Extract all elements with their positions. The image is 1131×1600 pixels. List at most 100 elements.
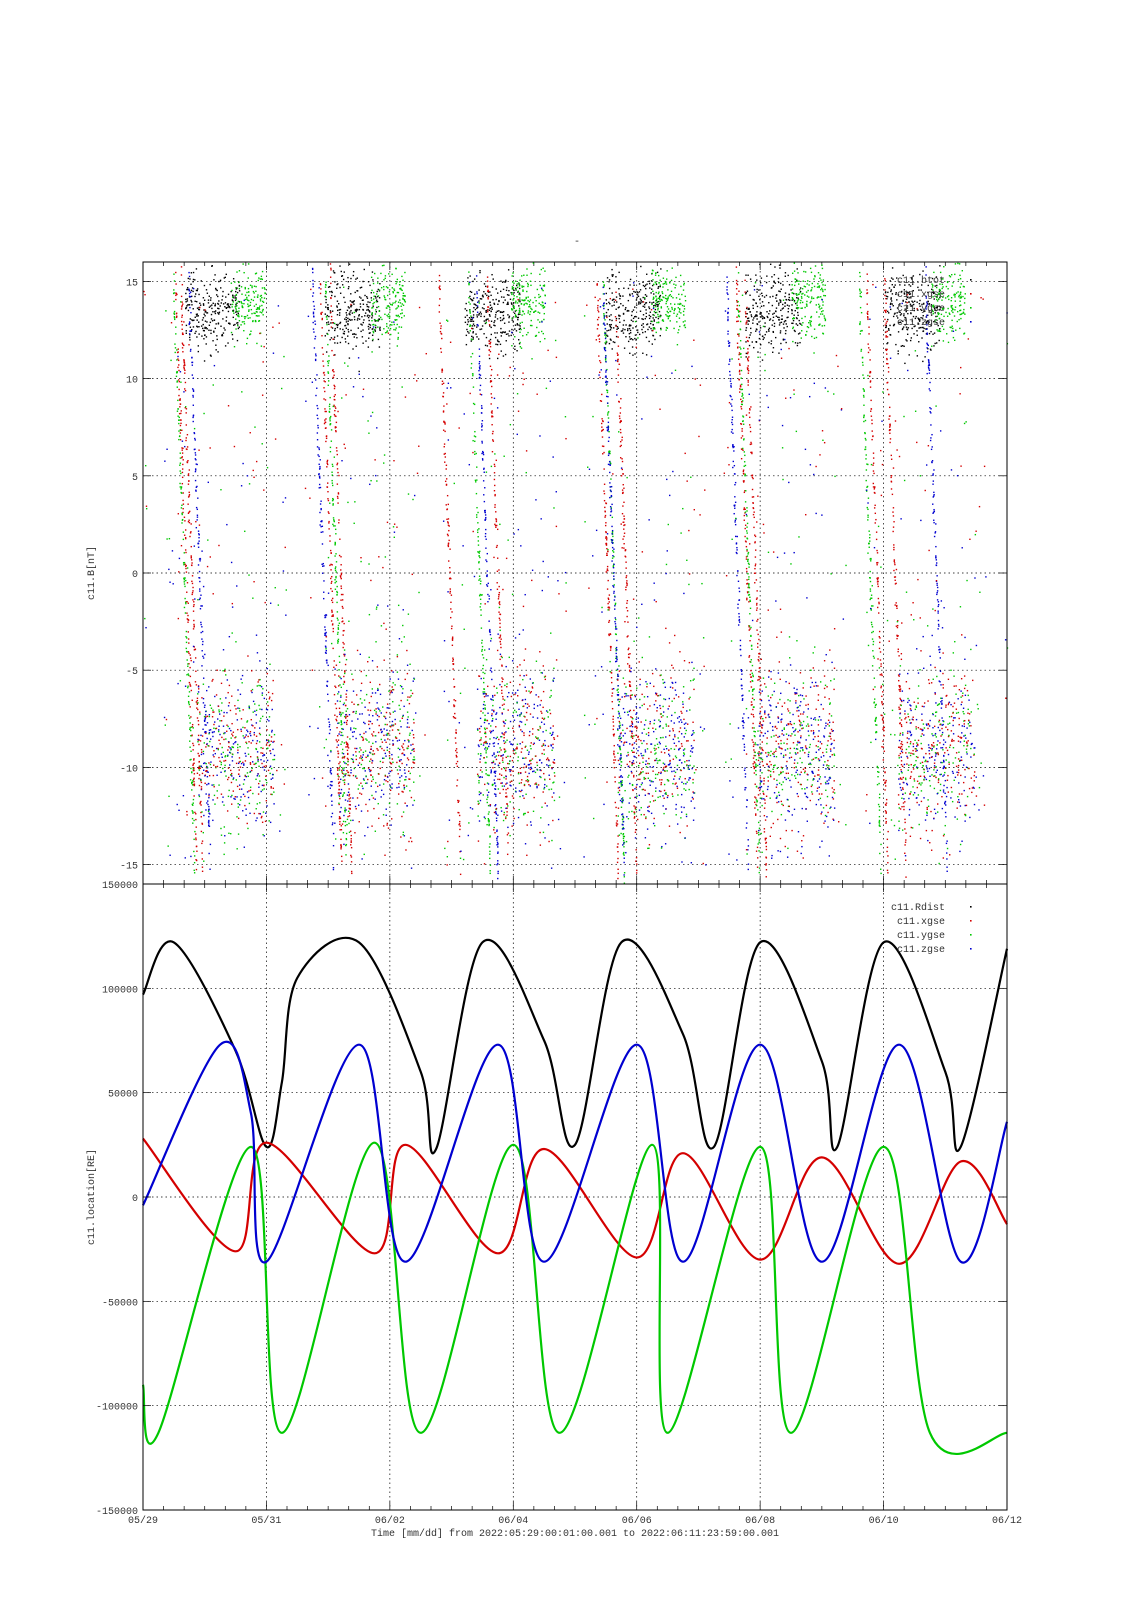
btot-point (213, 750, 215, 752)
btot-point (331, 780, 333, 783)
btot-point (504, 353, 507, 356)
btot-point (189, 683, 191, 686)
btot-point (493, 742, 496, 744)
btot-point (396, 315, 398, 317)
figure-title: - (574, 237, 580, 248)
btot-point (265, 739, 268, 742)
btot-point (512, 727, 514, 729)
btot-point (268, 739, 270, 742)
btot-point (330, 552, 332, 554)
btot-point (499, 622, 501, 625)
btot-point (523, 763, 526, 765)
btot-point (374, 330, 377, 332)
btot-point (527, 703, 529, 705)
btot-point (489, 343, 491, 345)
btot-point (511, 331, 513, 334)
btot-point (180, 308, 183, 310)
btot-point (213, 786, 215, 788)
btot-point (373, 298, 375, 300)
btot-point (542, 560, 544, 563)
btot-point (357, 764, 360, 766)
btot-point (196, 313, 199, 315)
btot-point (175, 298, 177, 301)
btot-point (377, 802, 379, 805)
btot-point (387, 332, 390, 334)
btot-point (483, 719, 486, 721)
btot-point (481, 325, 484, 327)
btot-point (355, 737, 357, 740)
btot-point (501, 689, 503, 692)
btot-point (250, 330, 252, 332)
btot-point (206, 722, 209, 724)
btot-point (363, 268, 365, 271)
btot-point (495, 546, 498, 549)
btot-point (366, 305, 369, 308)
btot-point (200, 800, 202, 803)
btot-point (336, 326, 339, 329)
btot-point (415, 712, 417, 714)
btot-point (330, 784, 333, 787)
btot-point (360, 763, 363, 766)
btot-point (217, 351, 219, 353)
btot-point (242, 783, 245, 785)
btot-point (231, 606, 234, 608)
btot-point (367, 314, 369, 316)
btot-point (485, 471, 488, 473)
btot-point (495, 712, 498, 714)
btot-point (263, 765, 266, 768)
btot-point (340, 720, 342, 722)
btot-point (254, 710, 256, 712)
btot-point (511, 309, 514, 311)
btot-point (195, 818, 197, 821)
btot-point (343, 271, 345, 273)
btot-point (551, 733, 554, 735)
btot-point (332, 525, 335, 527)
btot-point (193, 319, 195, 321)
btot-point (482, 451, 484, 454)
btot-point (453, 685, 456, 688)
btot-point (177, 617, 180, 620)
btot-point (484, 487, 486, 489)
btot-point (516, 323, 519, 325)
btot-point (232, 753, 234, 756)
btot-point (327, 700, 330, 702)
btot-point (323, 387, 325, 389)
btot-point (392, 302, 394, 304)
btot-point (332, 376, 334, 379)
btot-point (215, 344, 217, 346)
btot-point (380, 625, 383, 627)
btot-point (356, 797, 359, 799)
btot-point (199, 767, 201, 769)
btot-point (343, 622, 345, 625)
btot-point (330, 795, 332, 797)
btot-point (368, 328, 370, 330)
btot-point (368, 563, 370, 565)
btot-point (485, 773, 487, 775)
btot-point (328, 405, 331, 408)
btot-point (335, 415, 337, 418)
btot-point (424, 734, 426, 736)
btot-point (477, 551, 479, 553)
btot-point (241, 391, 243, 393)
btot-point (264, 601, 266, 604)
btot-point (479, 367, 481, 370)
btot-point (183, 606, 186, 609)
btot-point (503, 703, 505, 705)
btot-point (505, 333, 508, 335)
btot-point (240, 730, 243, 732)
btot-point (199, 802, 201, 805)
btot-point (334, 569, 337, 571)
btot-point (500, 327, 502, 330)
btot-point (208, 812, 210, 814)
btot-point (216, 765, 219, 768)
btot-point (234, 281, 236, 283)
btot-point (182, 447, 184, 450)
btot-point (553, 737, 555, 739)
btot-point (330, 326, 333, 328)
btot-point (458, 823, 460, 826)
btot-point (246, 314, 249, 317)
btot-point (385, 808, 387, 810)
btot-point (350, 841, 352, 844)
btot-point (337, 638, 340, 641)
btot-point (498, 617, 501, 619)
